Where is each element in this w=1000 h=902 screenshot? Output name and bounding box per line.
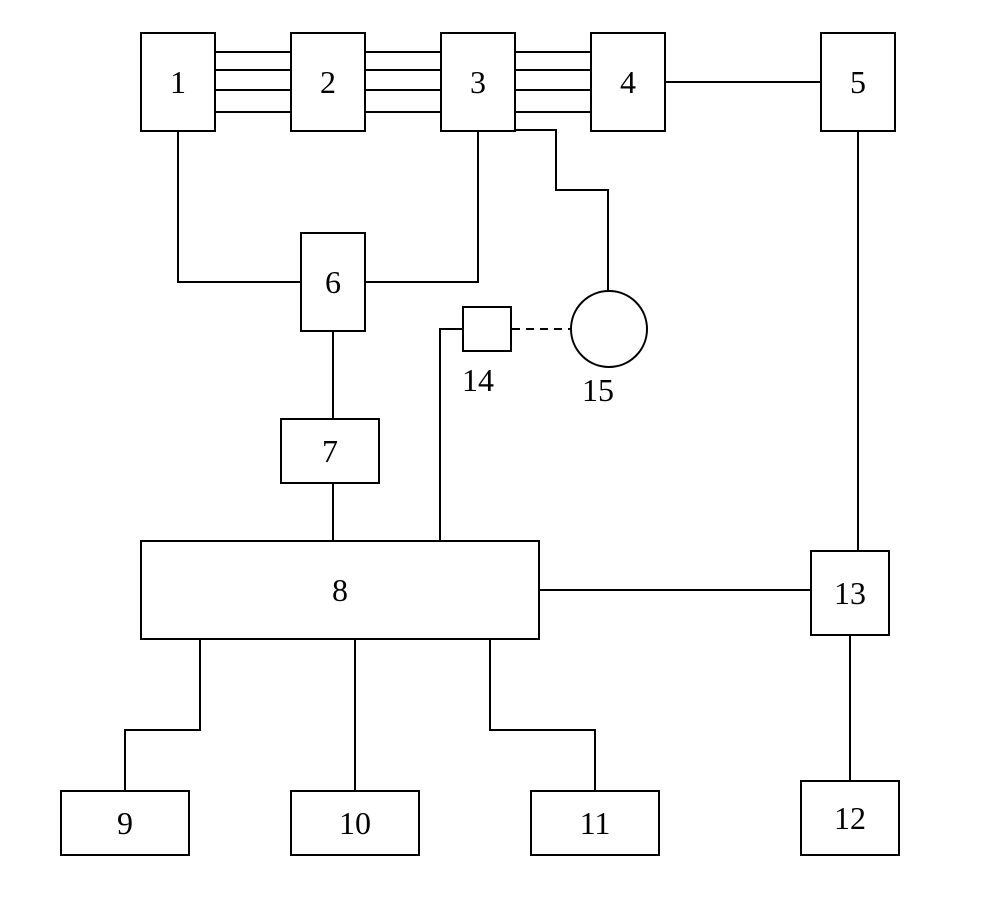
node-10: 10 bbox=[290, 790, 420, 856]
node-label: 12 bbox=[834, 800, 866, 837]
node-7: 7 bbox=[280, 418, 380, 484]
node-label: 11 bbox=[580, 805, 611, 842]
node-13: 13 bbox=[810, 550, 890, 636]
node-label: 9 bbox=[117, 805, 133, 842]
node-14 bbox=[462, 306, 512, 352]
node-label: 4 bbox=[620, 64, 636, 101]
label-15: 15 bbox=[582, 372, 614, 409]
node-label: 8 bbox=[332, 572, 348, 609]
node-5: 5 bbox=[820, 32, 896, 132]
connector-lines bbox=[0, 0, 1000, 902]
node-label: 2 bbox=[320, 64, 336, 101]
node-label: 1 bbox=[170, 64, 186, 101]
node-11: 11 bbox=[530, 790, 660, 856]
node-label: 6 bbox=[325, 264, 341, 301]
node-label: 3 bbox=[470, 64, 486, 101]
node-label: 7 bbox=[322, 433, 338, 470]
node-12: 12 bbox=[800, 780, 900, 856]
node-label: 13 bbox=[834, 575, 866, 612]
node-3: 3 bbox=[440, 32, 516, 132]
node-4: 4 bbox=[590, 32, 666, 132]
node-1: 1 bbox=[140, 32, 216, 132]
node-15 bbox=[570, 290, 648, 368]
node-9: 9 bbox=[60, 790, 190, 856]
node-label: 10 bbox=[339, 805, 371, 842]
node-label: 5 bbox=[850, 64, 866, 101]
node-6: 6 bbox=[300, 232, 366, 332]
label-14: 14 bbox=[462, 362, 494, 399]
block-diagram: 1 2 3 4 5 6 7 8 9 10 11 12 13 14 15 bbox=[0, 0, 1000, 902]
node-8: 8 bbox=[140, 540, 540, 640]
node-2: 2 bbox=[290, 32, 366, 132]
